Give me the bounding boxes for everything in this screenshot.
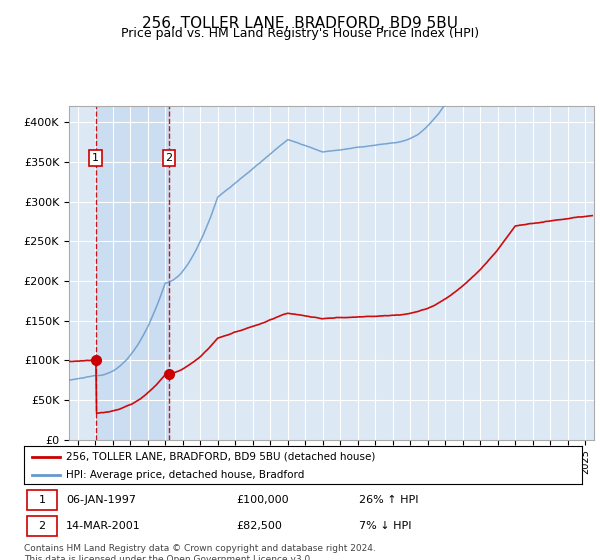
Text: 256, TOLLER LANE, BRADFORD, BD9 5BU (detached house): 256, TOLLER LANE, BRADFORD, BD9 5BU (det… [66,452,375,462]
Text: 7% ↓ HPI: 7% ↓ HPI [359,521,412,531]
Text: 256, TOLLER LANE, BRADFORD, BD9 5BU: 256, TOLLER LANE, BRADFORD, BD9 5BU [142,16,458,31]
FancyBboxPatch shape [27,516,58,535]
Text: £82,500: £82,500 [236,521,282,531]
Text: 26% ↑ HPI: 26% ↑ HPI [359,495,418,505]
Text: 14-MAR-2001: 14-MAR-2001 [66,521,140,531]
Text: 1: 1 [38,495,46,505]
Bar [95,106,169,440]
Text: 2: 2 [166,153,172,163]
FancyBboxPatch shape [27,491,58,510]
Text: 06-JAN-1997: 06-JAN-1997 [66,495,136,505]
Text: Contains HM Land Registry data © Crown copyright and database right 2024.
This d: Contains HM Land Registry data © Crown c… [24,544,376,560]
Text: Price paid vs. HM Land Registry's House Price Index (HPI): Price paid vs. HM Land Registry's House … [121,27,479,40]
Text: 1: 1 [92,153,99,163]
Text: 2: 2 [38,521,46,531]
Text: £100,000: £100,000 [236,495,289,505]
Text: HPI: Average price, detached house, Bradford: HPI: Average price, detached house, Brad… [66,470,304,480]
